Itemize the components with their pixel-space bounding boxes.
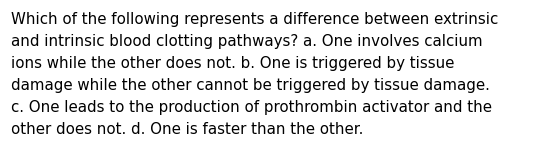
Text: damage while the other cannot be triggered by tissue damage.: damage while the other cannot be trigger… bbox=[11, 78, 490, 93]
Text: c. One leads to the production of prothrombin activator and the: c. One leads to the production of prothr… bbox=[11, 100, 492, 115]
Text: ions while the other does not. b. One is triggered by tissue: ions while the other does not. b. One is… bbox=[11, 56, 454, 71]
Text: and intrinsic blood clotting pathways? a. One involves calcium: and intrinsic blood clotting pathways? a… bbox=[11, 34, 483, 49]
Text: Which of the following represents a difference between extrinsic: Which of the following represents a diff… bbox=[11, 12, 498, 27]
Text: other does not. d. One is faster than the other.: other does not. d. One is faster than th… bbox=[11, 122, 363, 137]
